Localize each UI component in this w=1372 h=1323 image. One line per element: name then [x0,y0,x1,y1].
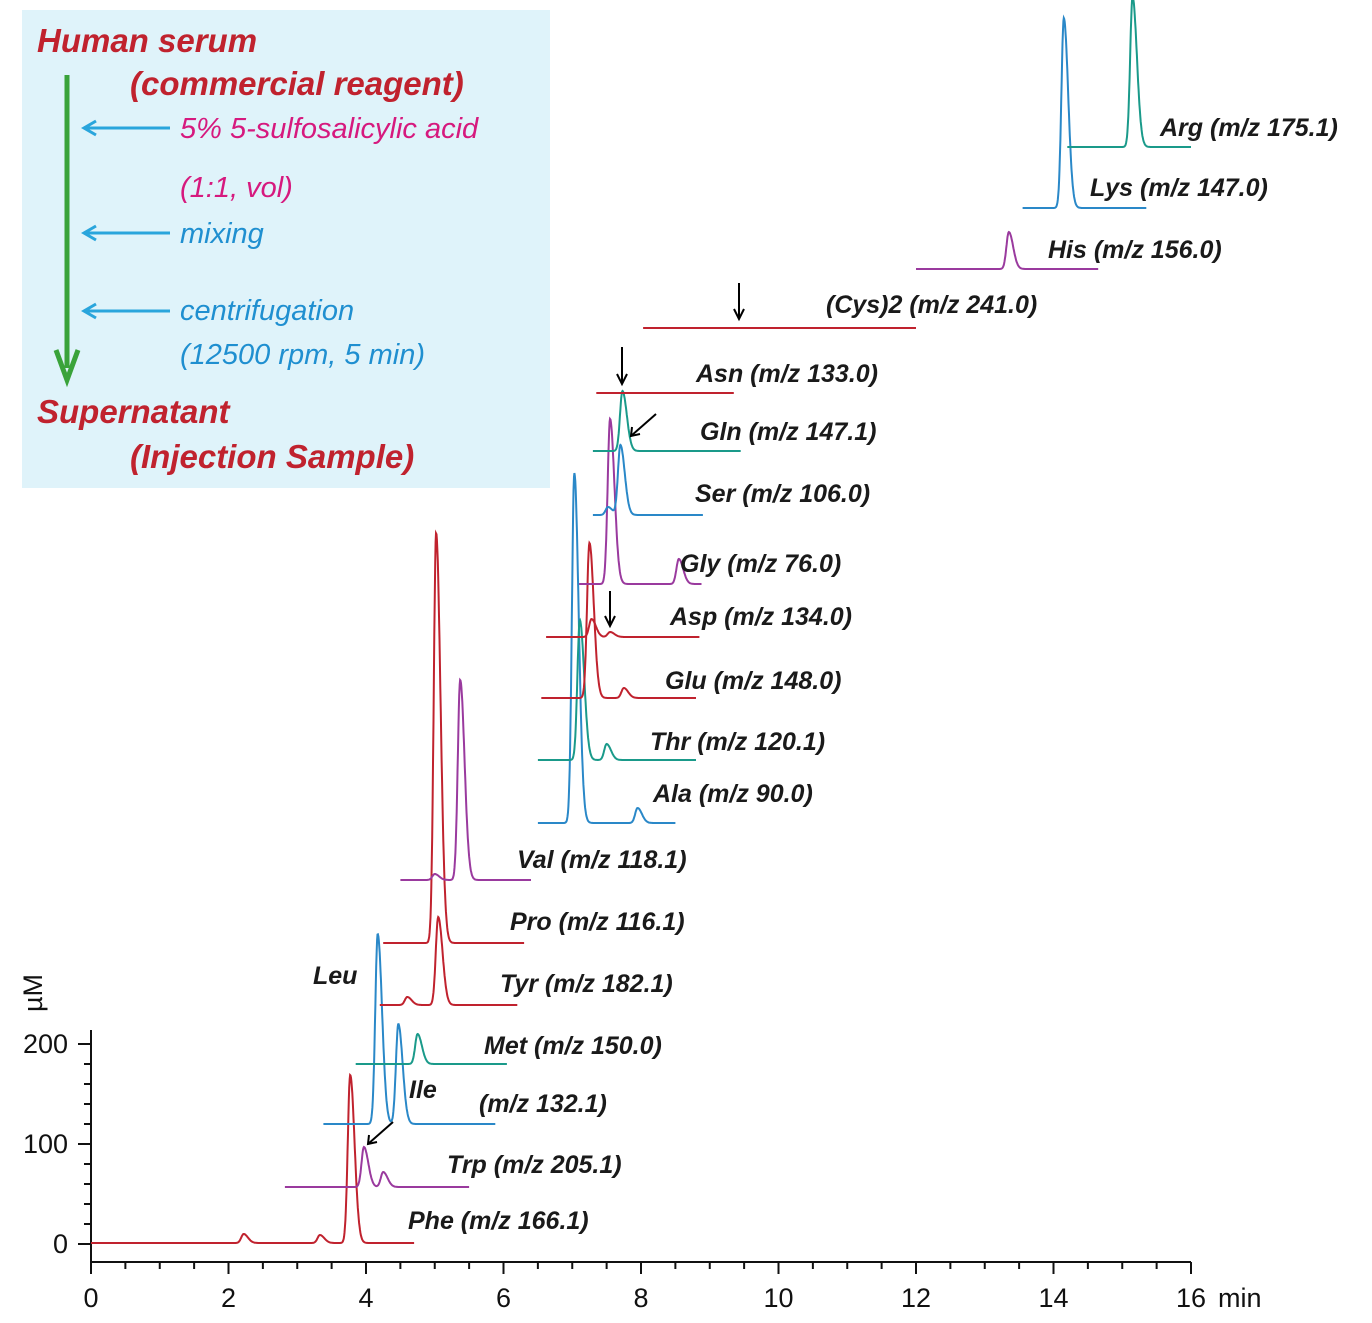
trace-line [537,617,696,761]
x-tick-label: 14 [1038,1283,1068,1313]
y-tick-label: 100 [23,1129,68,1159]
trace-label: Lys (m/z 147.0) [1090,174,1268,202]
x-tick-label: 8 [633,1283,648,1313]
trace-label: Val (m/z 118.1) [517,846,687,874]
trace-label: His (m/z 156.0) [1048,236,1222,264]
panel-background [22,10,550,488]
trace-line [323,932,496,1125]
trace-label: Phe (m/z 166.1) [408,1207,589,1235]
y-tick-label: 200 [23,1029,68,1059]
trace-line [579,416,702,585]
arrow-asn-icon [616,347,628,387]
trace-line [383,529,525,944]
x-tick-label: 4 [358,1283,373,1313]
trace-label: Asp (m/z 134.0) [669,603,852,631]
chromatogram-traces [91,0,1191,1244]
trace-label: Tyr (m/z 182.1) [500,970,673,998]
x-axis: 0 2 4 6 8 10 12 14 16 min [83,1261,1262,1313]
y-axis-label: µM [18,974,48,1012]
trace-line [541,540,696,699]
x-tick-label: 12 [901,1283,931,1313]
trace-line [592,389,741,452]
step-reagent-line2: (1:1, vol) [180,172,293,204]
trace-label: Gln (m/z 147.1) [700,418,876,446]
trace-line [400,677,531,881]
annotation-arrows [366,283,745,1146]
step-reagent-line1: 5% 5-sulfosalicylic acid [180,113,479,145]
step-arrow-3 [81,302,170,320]
x-axis-ticks: 0 2 4 6 8 10 12 14 16 [83,1262,1206,1313]
step-arrow-1 [81,119,170,137]
trace-label: Asn (m/z 133.0) [695,360,878,388]
trace-line [284,1145,470,1188]
trace-label: Arg (m/z 175.1) [1159,114,1338,142]
trace-label: Pro (m/z 116.1) [510,908,685,936]
x-tick-label: 6 [496,1283,511,1313]
trace-label: (m/z 132.1) [479,1090,607,1118]
trace-labels: Phe (m/z 166.1) Trp (m/z 205.1) (m/z 132.1… [408,114,1338,1235]
panel-title-line2: (commercial reagent) [130,65,464,102]
trace-line [379,915,518,1006]
panel-title-line1: Human serum [37,22,257,59]
trace-label: Thr (m/z 120.1) [650,728,825,756]
sample-prep-panel: Human serum (commercial reagent) 5% 5-su… [22,10,550,488]
trace-label: (Cys)2 (m/z 241.0) [826,291,1037,319]
x-axis-unit: min [1218,1283,1262,1313]
trace-label: Ser (m/z 106.0) [695,480,870,508]
trace-label: Trp (m/z 205.1) [447,1151,622,1179]
panel-result-line1: Supernatant [37,393,232,430]
trace-line [355,1032,507,1065]
y-tick-label: 0 [53,1229,68,1259]
arrow-cys2-icon [733,283,745,322]
step-centrifugation-line2: (12500 rpm, 5 min) [180,339,425,371]
main-flow-arrow-head [53,349,81,388]
peak-label-leu: Leu [313,962,357,990]
arrow-gln-icon [629,413,657,438]
trace-line [1022,14,1147,209]
trace-label: Glu (m/z 148.0) [665,667,841,695]
trace-line [592,443,703,516]
arrow-asp-icon [604,591,616,629]
trace-label: Ala (m/z 90.0) [652,780,813,808]
step-mixing: mixing [180,218,264,250]
trace-line [1067,0,1191,148]
trace-line [537,472,676,824]
arrow-trp-icon [366,1121,394,1146]
step-centrifugation-line1: centrifugation [180,295,354,327]
trace-line [91,1072,415,1244]
trace-line [916,230,1099,270]
y-axis: 0 100 200 µM [18,974,92,1262]
y-axis-ticks: 0 100 200 [23,1029,91,1259]
peak-label-ile: Ile [409,1076,437,1104]
trace-label: Met (m/z 150.0) [484,1032,662,1060]
trace-label: Gly (m/z 76.0) [680,550,841,578]
x-tick-label: 10 [763,1283,793,1313]
x-tick-label: 2 [221,1283,236,1313]
trace-line [546,617,700,638]
step-arrow-2 [81,224,170,242]
x-tick-label: 0 [83,1283,98,1313]
x-tick-label: 16 [1176,1283,1206,1313]
panel-result-line2: (Injection Sample) [130,438,414,475]
